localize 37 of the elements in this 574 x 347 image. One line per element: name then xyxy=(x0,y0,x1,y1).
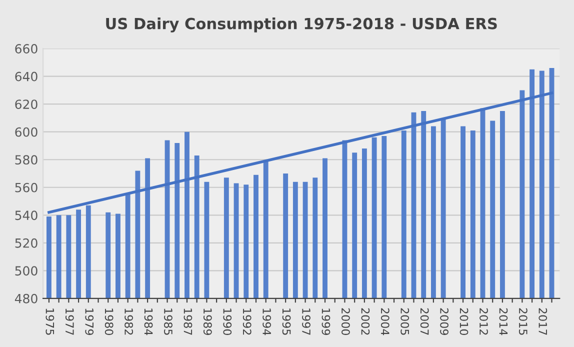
x-tick-label: 2017 xyxy=(538,308,548,335)
y-tick-label: 640 xyxy=(15,72,38,82)
x-tick-label: 2015 xyxy=(518,308,528,335)
x-tick-label: 1992 xyxy=(242,308,252,335)
x-tick-label: 1984 xyxy=(144,308,153,336)
x-tick-label: 1982 xyxy=(124,308,134,335)
x-tick-label: 1994 xyxy=(262,308,272,336)
x-tick-label: 1999 xyxy=(322,308,330,335)
y-tick-label: 620 xyxy=(15,100,38,110)
x-tick-label: 1985 xyxy=(164,308,172,335)
x-tick-label: 1997 xyxy=(302,308,310,335)
x-tick-label: 1975 xyxy=(46,308,54,335)
x-tick-label: 1980 xyxy=(104,308,114,335)
x-tick-label: 1979 xyxy=(85,308,94,335)
y-tick-label: 480 xyxy=(14,294,38,304)
y-tick-label: 560 xyxy=(15,182,38,192)
y-tick-label: 520 xyxy=(15,238,38,248)
x-tick-label: 2005 xyxy=(400,308,410,335)
x-tick-label: 2000 xyxy=(342,308,350,335)
x-tick-label: 2007 xyxy=(420,308,429,335)
x-tick-label: 1995 xyxy=(282,308,291,335)
x-tick-label: 2010 xyxy=(460,308,468,335)
y-tick-label: 660 xyxy=(15,44,38,54)
x-tick-label: 1977 xyxy=(65,308,74,335)
x-tick-label: 1989 xyxy=(203,308,212,335)
y-tick-label: 500 xyxy=(15,266,38,276)
x-tick-label: 2004 xyxy=(380,308,390,336)
x-tick-label: 2009 xyxy=(440,308,448,335)
y-tick-label: 580 xyxy=(15,155,38,165)
x-tick-label: 2002 xyxy=(361,308,370,335)
x-tick-label: 2014 xyxy=(499,308,508,336)
x-tick-label: 1987 xyxy=(184,308,192,335)
y-tick-label: 600 xyxy=(15,127,38,137)
y-tick-label: 540 xyxy=(15,210,38,220)
chart-title: US Dairy Consumption 1975-2018 - USDA ERS xyxy=(106,18,497,32)
x-tick-label: 1990 xyxy=(223,308,232,335)
x-tick-label: 2012 xyxy=(480,308,488,335)
